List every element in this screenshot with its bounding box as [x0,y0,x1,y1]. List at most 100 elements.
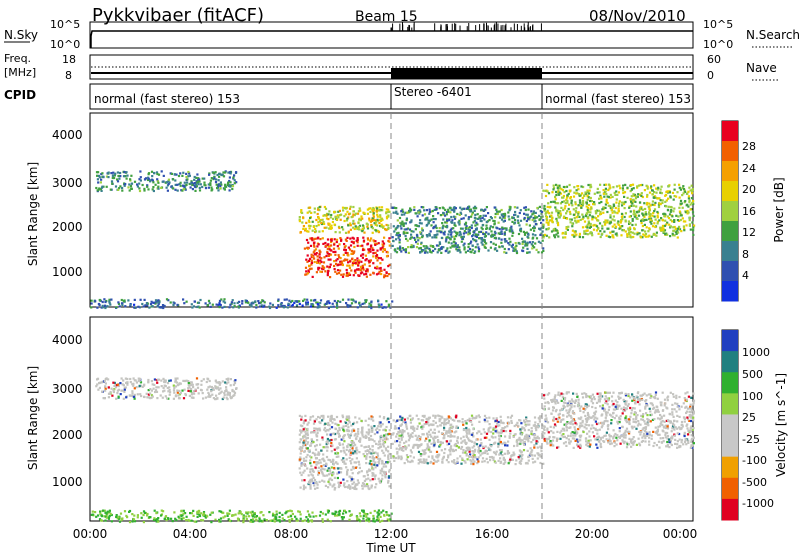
range-cell [617,223,620,226]
range-cell [593,192,596,195]
range-cell [543,209,546,212]
range-cell [336,258,339,261]
range-cell [679,202,682,205]
range-cell [670,209,673,212]
range-cell [346,264,349,267]
range-cell [563,200,566,203]
range-cell [440,421,443,425]
range-cell [190,303,193,306]
range-cell [379,257,382,260]
range-cell [503,212,507,215]
range-cell [323,480,326,483]
range-cell [289,300,293,304]
range-cell [519,219,523,222]
range-cell [574,209,577,212]
range-cell [401,446,404,449]
range-cell [315,444,318,447]
range-cell [108,392,111,395]
range-cell [94,300,97,303]
range-cell [103,397,106,400]
range-cell [440,432,444,435]
range-cell [169,379,172,382]
range-cell [138,306,141,309]
range-cell [426,436,430,439]
range-cell [489,426,492,429]
range-cell [646,193,649,197]
range-cell [446,417,449,420]
range-cell [174,380,177,383]
range-cell [548,206,551,209]
range-cell [354,269,357,272]
range-cell [322,446,325,449]
range-cell [366,227,370,230]
range-cell [504,435,507,438]
range-cell [311,468,314,471]
range-cell [333,264,336,268]
range-cell [129,179,132,182]
range-cell [326,213,329,217]
range-cell [606,201,609,205]
range-cell [542,247,545,250]
range-cell [635,214,638,217]
range-cell [316,486,319,489]
range-cell [141,385,144,388]
range-cell [328,468,331,472]
range-cell [151,395,154,398]
range-cell [345,251,348,254]
range-cell [409,460,412,464]
range-cell [477,456,480,459]
range-cell [615,185,619,188]
range-cell [485,206,488,209]
range-cell [665,193,668,196]
range-cell [444,418,447,421]
range-cell [520,450,523,453]
range-cell [349,228,352,231]
range-cell [562,393,565,396]
range-cell [339,481,342,484]
range-cell [268,305,271,308]
range-cell [401,435,404,438]
range-cell [147,378,150,382]
range-cell [306,433,309,437]
range-cell [635,415,638,418]
range-cell [513,444,516,448]
range-cell [121,303,124,307]
range-cell [369,479,372,482]
range-cell [383,437,387,440]
range-cell [353,245,356,249]
range-cell [643,234,646,237]
range-cell [650,219,653,222]
range-cell [490,445,493,448]
range-cell [590,185,593,188]
range-cell [197,301,201,304]
range-cell [515,250,518,253]
range-cell [189,186,192,189]
range-cell [583,220,587,223]
range-cell [479,219,482,222]
range-cell [333,418,336,421]
range-cell [339,218,342,221]
range-cell [612,204,616,207]
range-cell [319,416,322,419]
range-cell [315,418,318,421]
range-cell [192,386,195,389]
range-cell [173,173,176,176]
range-cell [336,300,340,303]
range-cell [492,426,495,430]
range-cell [483,418,486,421]
power-cbar-tick-20: 20 [742,183,756,196]
range-cell [583,232,586,235]
range-cell [577,188,580,191]
range-cell [450,208,453,211]
range-cell [388,429,391,432]
range-cell [307,474,310,477]
range-cell [464,223,467,226]
range-cell [507,248,510,251]
range-cell [214,385,217,388]
nsky-tick-bottom: 10^0 [50,38,80,51]
range-cell [106,172,110,175]
range-cell [430,210,433,213]
range-cell [444,225,447,228]
range-cell [552,184,555,187]
range-cell [463,459,466,463]
